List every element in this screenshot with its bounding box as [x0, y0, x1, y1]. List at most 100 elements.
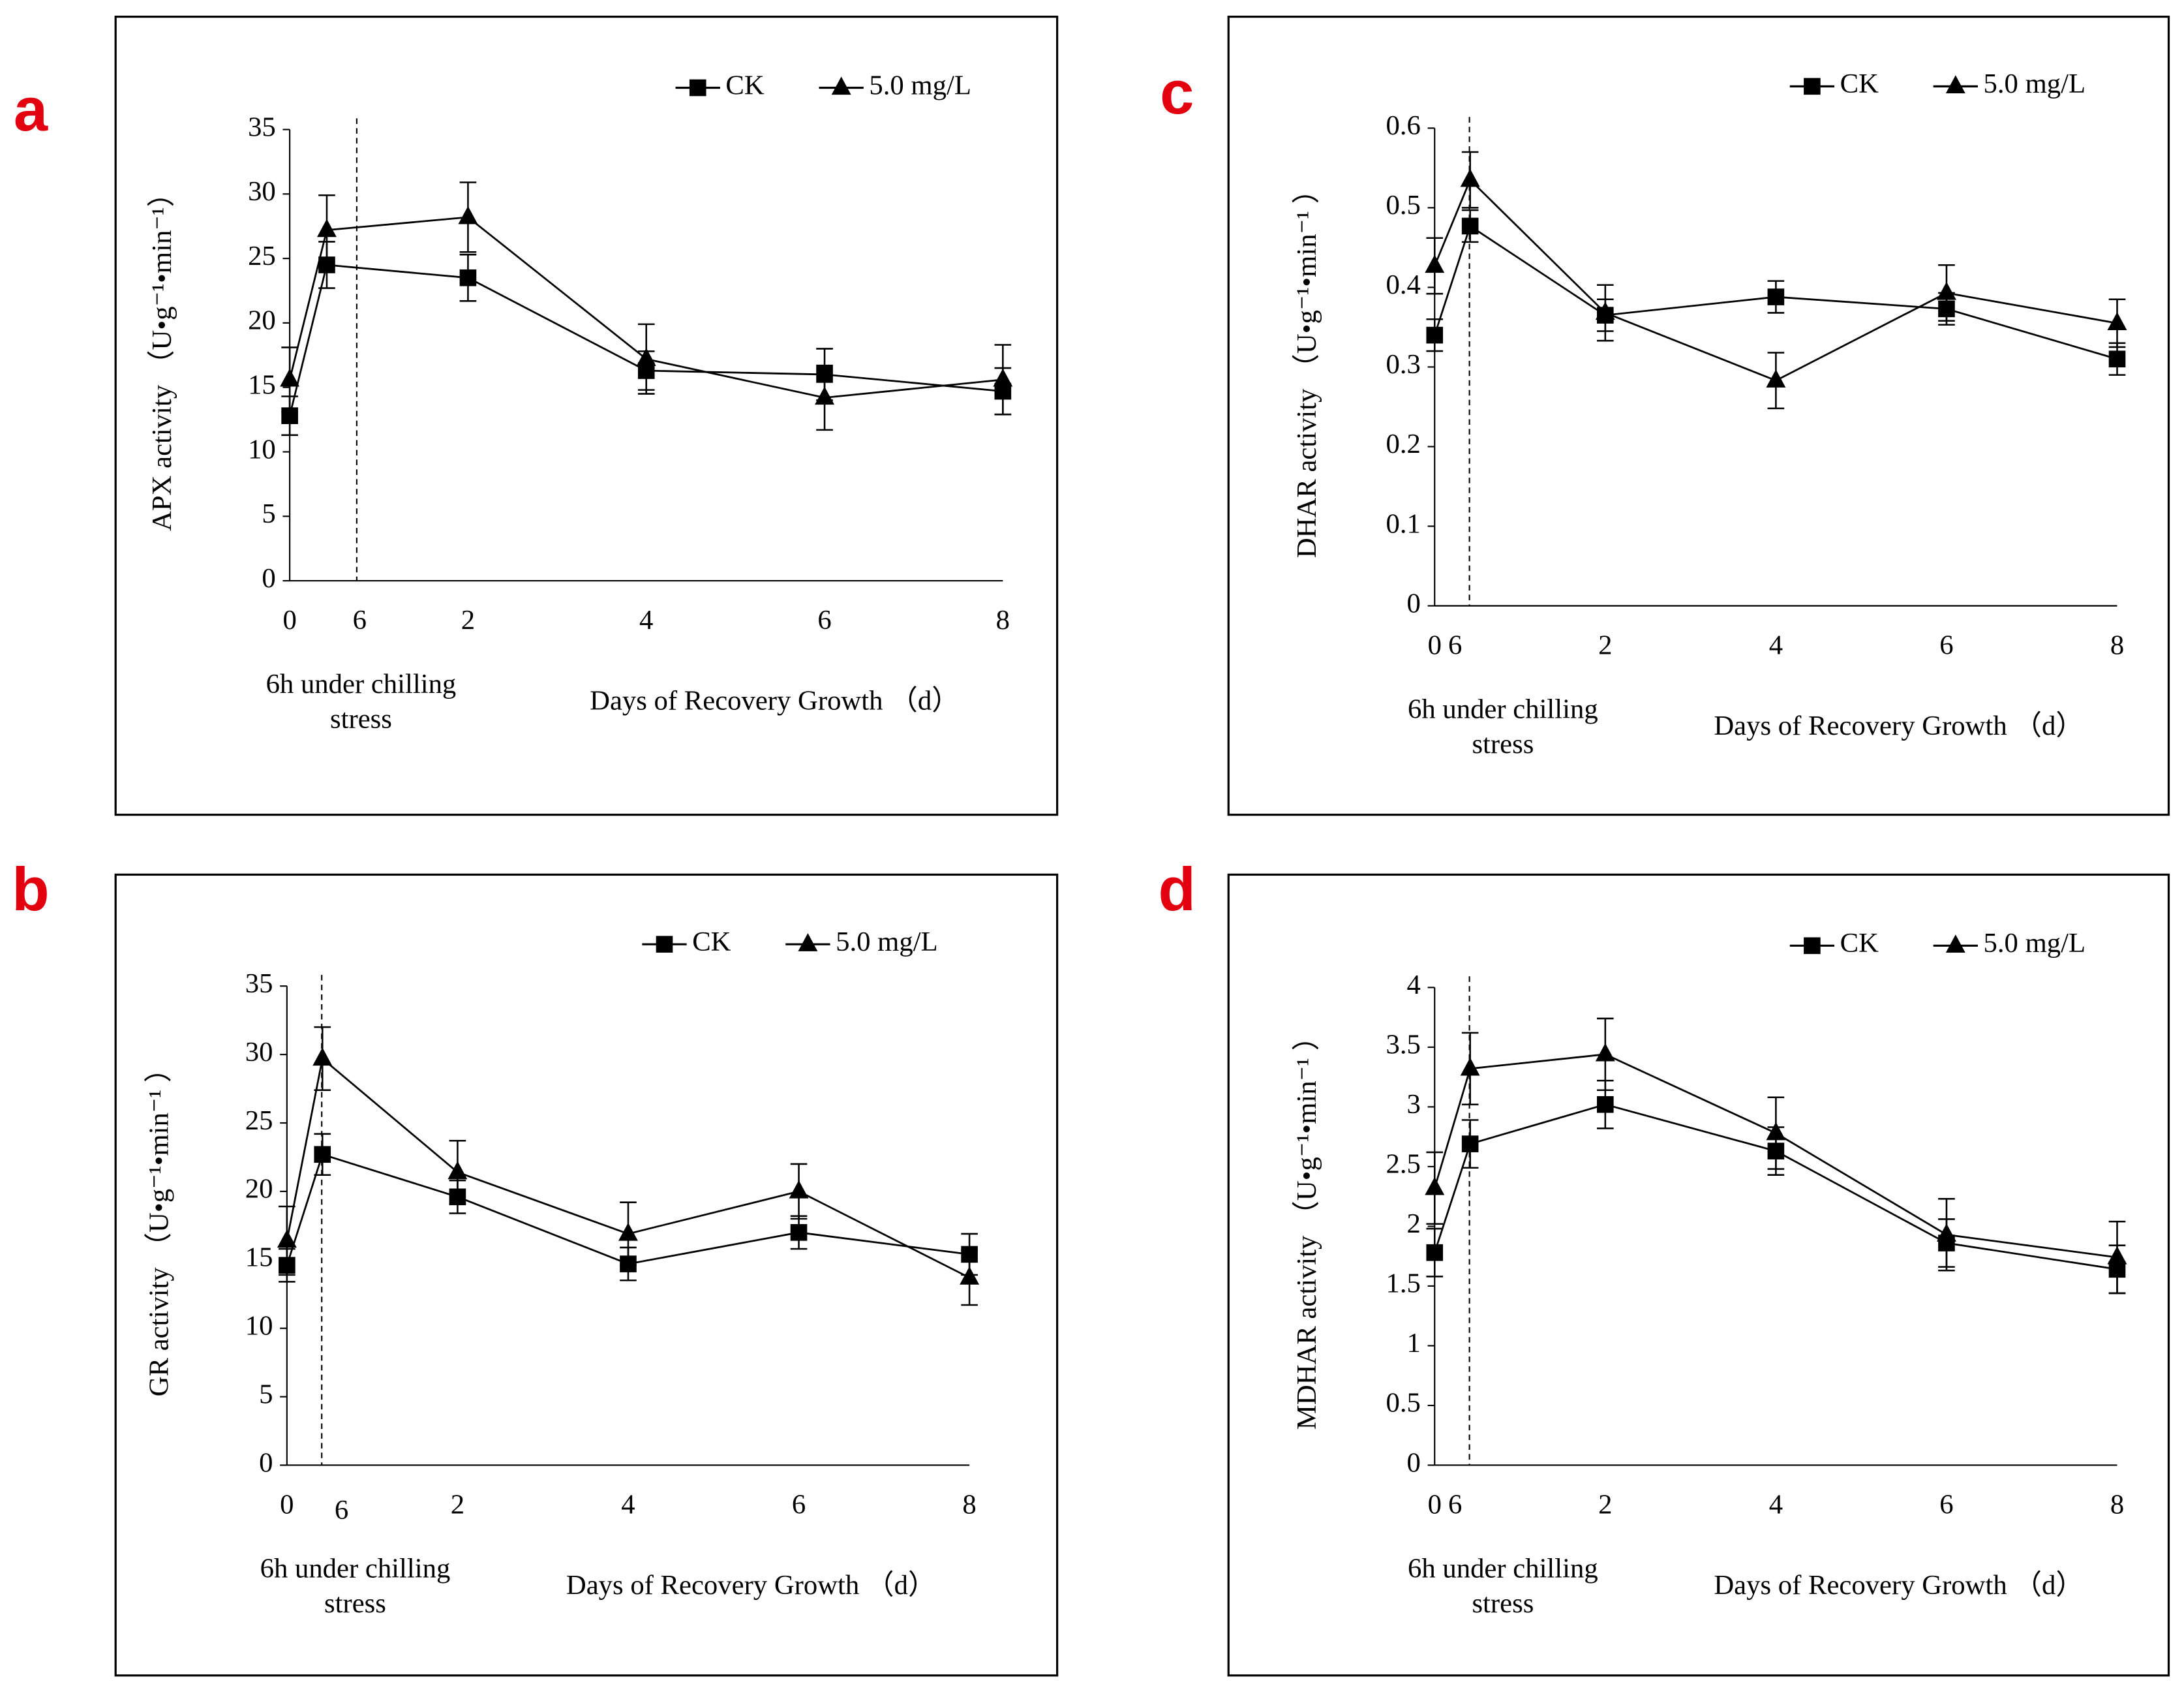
y-tick-label: 2.5: [1386, 1149, 1421, 1180]
y-tick-label: 4: [1407, 970, 1421, 1000]
data-point: [312, 1047, 333, 1066]
y-tick-label: 10: [248, 434, 276, 465]
legend-marker: [689, 79, 706, 97]
data-point: [1595, 301, 1615, 320]
data-point: [960, 1266, 980, 1285]
data-point: [636, 348, 656, 366]
data-point: [1425, 254, 1445, 273]
panel-label: b: [12, 855, 49, 923]
y-tick-label: 25: [245, 1105, 273, 1136]
data-point: [280, 368, 300, 387]
data-point: [815, 386, 834, 405]
y-tick-label: 0: [1407, 588, 1421, 619]
annotation: stress: [1472, 729, 1534, 760]
data-point: [458, 206, 478, 224]
legend-marker: [798, 933, 818, 951]
data-point: [1460, 1057, 1480, 1076]
y-axis-label: DHAR activity （U•g⁻¹•min⁻¹ ）: [1292, 176, 1322, 558]
y-tick-label: 15: [248, 369, 276, 400]
series-line: [286, 1153, 970, 1266]
data-point: [1767, 288, 1785, 305]
data-point: [1597, 1096, 1614, 1113]
legend-marker: [1945, 934, 1965, 953]
panel-label: a: [14, 75, 48, 144]
y-tick-label: 20: [245, 1174, 273, 1205]
x-tick-label: 2: [461, 605, 475, 636]
legend-marker: [656, 936, 673, 953]
series-line: [1433, 1103, 2117, 1270]
data-point: [1461, 217, 1479, 235]
y-tick-label: 2: [1407, 1208, 1421, 1239]
series-line: [1433, 1053, 2117, 1259]
data-point: [447, 1161, 468, 1180]
data-point: [1461, 1135, 1479, 1152]
legend-marker: [1804, 937, 1821, 955]
y-tick-label: 35: [248, 112, 276, 142]
legend-label: 5.0 mg/L: [836, 927, 938, 957]
data-point: [1766, 369, 1786, 388]
y-tick-label: 0.4: [1386, 269, 1421, 300]
x-tick-label: 0: [1428, 1489, 1442, 1520]
annotation: Days of Recovery Growth （d）: [566, 1570, 936, 1601]
data-point: [1766, 1122, 1786, 1141]
x-tick-label: 8: [996, 605, 1010, 636]
panel-border: [114, 873, 1059, 1677]
y-tick-label: 1: [1407, 1328, 1421, 1358]
x-tick-label: 6: [817, 605, 831, 636]
x-tick-label: 6: [792, 1489, 806, 1520]
legend-marker: [1945, 75, 1965, 94]
data-point: [317, 219, 337, 238]
legend-label: 5.0 mg/L: [1984, 69, 2086, 99]
annotation: Days of Recovery Growth （d）: [1714, 711, 2084, 741]
data-point: [790, 1224, 808, 1241]
x-tick-label: 2: [451, 1489, 464, 1520]
series-line: [288, 216, 1003, 399]
y-tick-label: 5: [259, 1379, 273, 1409]
annotation: stress: [1472, 1588, 1534, 1619]
x-tick-label: 6: [353, 605, 367, 636]
x-tick-label: 0: [282, 605, 296, 636]
legend-marker: [831, 76, 851, 95]
y-tick-label: 35: [245, 968, 273, 999]
y-tick-label: 0: [259, 1447, 273, 1478]
data-point: [2107, 1246, 2127, 1265]
x-tick-label: 4: [621, 1489, 635, 1520]
y-tick-label: 5: [262, 499, 275, 529]
annotation: 6h under chilling: [266, 669, 457, 699]
x-tick-label: 8: [2110, 630, 2124, 660]
legend-label: CK: [1840, 69, 1879, 99]
panel-label: d: [1159, 855, 1196, 923]
y-tick-label: 3: [1407, 1089, 1421, 1120]
x-tick-label: 6: [1939, 630, 1953, 660]
annotation: Days of Recovery Growth （d）: [1714, 1570, 2084, 1601]
y-tick-label: 0.2: [1386, 429, 1421, 459]
legend-label: 5.0 mg/L: [1984, 928, 2086, 959]
x-tick-label: 8: [2110, 1489, 2124, 1520]
legend-label: CK: [692, 927, 731, 957]
data-point: [2108, 350, 2126, 368]
annotation: 6h under chilling: [1408, 1554, 1598, 1584]
y-tick-label: 0: [1407, 1447, 1421, 1478]
y-tick-label: 1.5: [1386, 1268, 1421, 1299]
x-tick-label: 4: [1769, 1489, 1783, 1520]
x-tick-label: 4: [1769, 630, 1783, 660]
y-tick-label: 30: [248, 176, 276, 207]
x-tick-label: 6: [1939, 1489, 1953, 1520]
y-tick-label: 10: [245, 1310, 273, 1341]
x-tick-label: 6: [1448, 630, 1462, 660]
series-line: [1433, 224, 2117, 360]
y-tick-label: 20: [248, 305, 276, 336]
x-tick-label: 0: [280, 1489, 294, 1520]
y-tick-label: 0.1: [1386, 508, 1421, 539]
data-point: [2107, 312, 2127, 330]
y-tick-label: 0: [262, 563, 275, 594]
x-tick-label: 6: [335, 1495, 348, 1526]
annotation: stress: [330, 703, 392, 734]
y-tick-label: 0.5: [1386, 190, 1421, 221]
legend-label: CK: [725, 70, 764, 100]
panel-border: [1227, 16, 2170, 816]
y-tick-label: 30: [245, 1037, 273, 1067]
x-tick-label: 0: [1428, 630, 1442, 660]
